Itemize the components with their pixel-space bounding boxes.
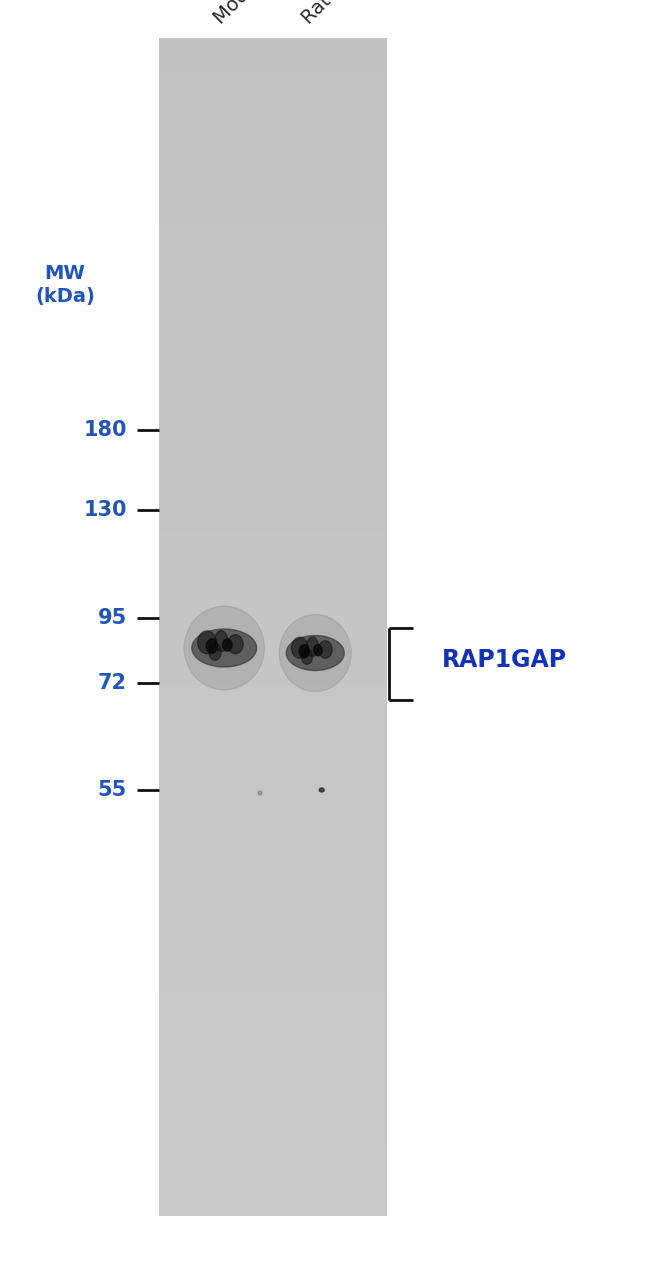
Text: RAP1GAP: RAP1GAP bbox=[442, 648, 567, 672]
Ellipse shape bbox=[314, 644, 322, 656]
Ellipse shape bbox=[192, 629, 257, 667]
Ellipse shape bbox=[223, 639, 232, 651]
Ellipse shape bbox=[227, 635, 243, 654]
Ellipse shape bbox=[214, 630, 228, 652]
Ellipse shape bbox=[184, 606, 265, 690]
Ellipse shape bbox=[206, 639, 218, 653]
Ellipse shape bbox=[319, 788, 324, 792]
Ellipse shape bbox=[299, 644, 309, 658]
Text: 130: 130 bbox=[83, 500, 127, 519]
Text: 180: 180 bbox=[83, 420, 127, 440]
Ellipse shape bbox=[286, 635, 344, 671]
Text: Rat brain: Rat brain bbox=[298, 0, 375, 28]
Text: 55: 55 bbox=[98, 780, 127, 799]
Ellipse shape bbox=[318, 640, 332, 658]
Ellipse shape bbox=[280, 615, 351, 691]
Ellipse shape bbox=[291, 638, 308, 658]
Text: 72: 72 bbox=[98, 673, 127, 693]
Text: MW
(kDa): MW (kDa) bbox=[35, 264, 95, 307]
Ellipse shape bbox=[258, 791, 262, 796]
Ellipse shape bbox=[198, 631, 216, 654]
Ellipse shape bbox=[209, 643, 221, 661]
Ellipse shape bbox=[306, 636, 318, 657]
Text: 95: 95 bbox=[98, 608, 127, 628]
Text: Mouse brain: Mouse brain bbox=[211, 0, 309, 28]
Ellipse shape bbox=[302, 649, 313, 665]
